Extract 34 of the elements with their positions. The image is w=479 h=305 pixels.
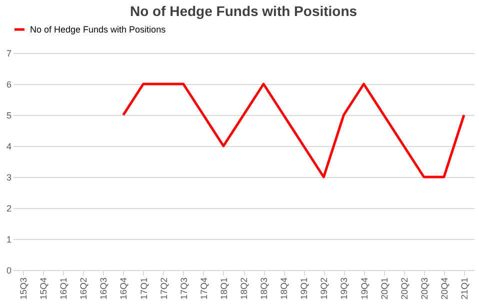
x-tick-label: 16Q3: [98, 278, 109, 300]
x-tick-label: 16Q1: [58, 278, 69, 300]
x-tick-label: 18Q3: [259, 278, 270, 300]
x-tick-label: 16Q2: [78, 278, 89, 300]
line-series: [122, 82, 466, 178]
x-tick-label: 17Q1: [138, 278, 149, 300]
x-tick-label: 19Q1: [299, 278, 310, 300]
x-tick-label: 17Q2: [158, 278, 169, 300]
x-tick-label: 17Q3: [178, 278, 189, 300]
legend-label: No of Hedge Funds with Positions: [30, 24, 166, 34]
x-tick-label: 19Q2: [319, 278, 330, 300]
x-tick-label: 15Q4: [38, 278, 49, 300]
x-tick-label: 20Q4: [439, 278, 450, 300]
y-tick-label: 6: [6, 80, 12, 90]
chart-title: No of Hedge Funds with Positions: [130, 3, 358, 19]
x-tick-label: 18Q1: [218, 278, 229, 300]
x-tick-label: 18Q4: [279, 278, 290, 300]
y-tick-label: 3: [6, 172, 12, 182]
y-tick-label: 5: [6, 110, 12, 120]
x-tick-label: 20Q3: [419, 278, 430, 300]
y-tick-label: 4: [6, 142, 12, 152]
x-tick-label: 17Q4: [198, 278, 209, 300]
x-tick-label: 21Q1: [459, 278, 470, 300]
x-tick-label: 20Q1: [379, 278, 390, 300]
x-tick-label: 18Q2: [239, 278, 249, 300]
x-tick-label: 15Q3: [18, 278, 29, 300]
y-tick-label: 7: [6, 48, 12, 58]
x-tick-label: 19Q4: [359, 278, 370, 300]
y-tick-label: 0: [6, 266, 12, 276]
x-tick-label: 16Q4: [118, 278, 129, 300]
x-tick-label: 19Q3: [339, 278, 350, 300]
y-tick-label: 2: [6, 204, 12, 214]
y-tick-label: 1: [6, 234, 12, 244]
x-tick-label: 20Q2: [399, 278, 410, 300]
